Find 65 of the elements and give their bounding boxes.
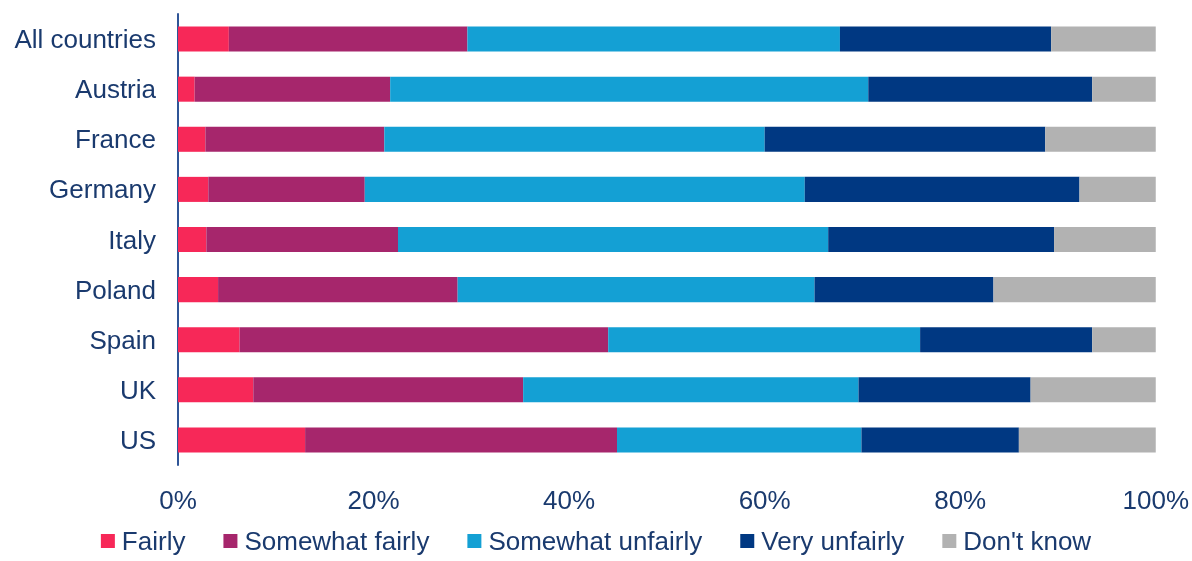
- bar: [239, 327, 609, 353]
- bar: [457, 277, 815, 303]
- bar: [178, 26, 229, 52]
- y-tick-label: Poland: [75, 274, 156, 305]
- bar: [397, 226, 829, 253]
- bar: [178, 377, 254, 403]
- bar: [178, 126, 206, 152]
- bar: [364, 176, 805, 202]
- bar: [1092, 327, 1156, 353]
- legend-label: Very unfairly: [761, 526, 905, 556]
- bar: [1051, 26, 1156, 52]
- bar: [218, 277, 458, 303]
- bar: [178, 226, 207, 253]
- bar: [178, 76, 195, 102]
- y-tick-label: US: [119, 424, 156, 455]
- bar: [828, 226, 1055, 253]
- y-tick-label: Spain: [89, 324, 156, 355]
- bar: [208, 176, 365, 202]
- bar: [467, 26, 840, 52]
- bar: [178, 277, 219, 303]
- x-tick-label: 80%: [934, 485, 987, 515]
- y-tick-label: All countries: [14, 24, 156, 55]
- bar: [1045, 126, 1156, 152]
- bar: [305, 427, 618, 453]
- bar: [920, 327, 1093, 353]
- bar: [868, 76, 1093, 102]
- x-tick-label: 60%: [738, 485, 791, 515]
- bar: [206, 226, 398, 253]
- bar: [194, 76, 391, 102]
- legend-label: Fairly: [121, 526, 186, 556]
- bar: [608, 327, 921, 353]
- bar: [384, 126, 765, 152]
- y-tick-label: UK: [119, 374, 157, 405]
- bar: [804, 176, 1080, 202]
- bar: [253, 377, 524, 403]
- bar: [764, 126, 1046, 152]
- bar: [178, 327, 240, 353]
- bar: [993, 277, 1156, 303]
- x-tick-label: 40%: [543, 485, 596, 515]
- bar: [1092, 76, 1156, 102]
- y-tick-label: France: [75, 124, 156, 155]
- bar: [861, 427, 1019, 453]
- bar: [1054, 226, 1156, 253]
- x-tick-label: 100%: [1122, 485, 1189, 515]
- bar: [523, 377, 859, 403]
- legend-label: Somewhat fairly: [244, 526, 430, 556]
- legend-label: Don't know: [963, 526, 1092, 556]
- bar: [839, 26, 1052, 52]
- bar: [1030, 377, 1156, 403]
- bar: [1018, 427, 1156, 453]
- x-tick-label: 20%: [347, 485, 400, 515]
- y-tick-label: Germany: [49, 174, 156, 205]
- bar: [228, 26, 468, 52]
- bar: [205, 126, 385, 152]
- bar: [1079, 176, 1156, 202]
- x-tick-label: 0%: [159, 485, 197, 515]
- legend-label: Somewhat unfairly: [488, 526, 703, 556]
- bar: [617, 427, 862, 453]
- y-tick-label: Italy: [108, 224, 156, 255]
- bar: [814, 277, 994, 303]
- bar: [858, 377, 1031, 403]
- y-tick-label: Austria: [75, 74, 157, 105]
- bar: [390, 76, 869, 102]
- bar: [178, 427, 306, 453]
- bar: [178, 176, 209, 202]
